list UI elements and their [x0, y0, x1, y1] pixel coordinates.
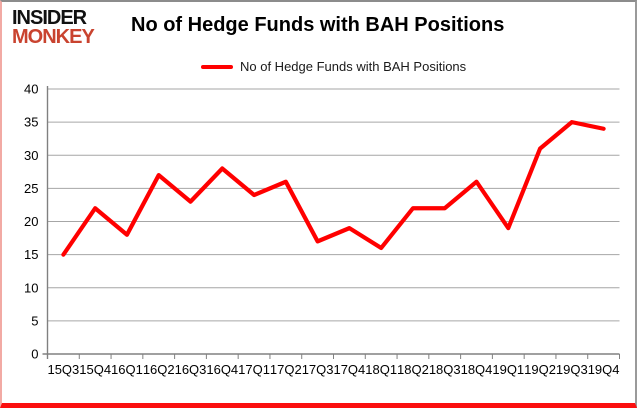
svg-text:30: 30: [24, 148, 38, 163]
svg-text:18Q1: 18Q1: [365, 362, 397, 377]
svg-text:15Q3: 15Q3: [47, 362, 79, 377]
svg-text:17Q2: 17Q2: [270, 362, 302, 377]
logo-line2: MONKEY: [12, 25, 95, 48]
svg-text:16Q2: 16Q2: [143, 362, 175, 377]
svg-text:25: 25: [24, 181, 38, 196]
svg-text:20: 20: [24, 214, 38, 229]
chart-title: No of Hedge Funds with BAH Positions: [131, 14, 505, 36]
svg-text:19Q1: 19Q1: [492, 362, 524, 377]
svg-text:18Q2: 18Q2: [397, 362, 429, 377]
svg-text:17Q1: 17Q1: [238, 362, 270, 377]
svg-text:16Q1: 16Q1: [111, 362, 143, 377]
svg-text:15Q4: 15Q4: [79, 362, 111, 377]
legend-line-swatch: [201, 64, 233, 69]
chart-legend: No of Hedge Funds with BAH Positions: [201, 59, 466, 74]
svg-text:0: 0: [31, 347, 38, 362]
svg-text:15: 15: [24, 247, 38, 262]
svg-text:19Q3: 19Q3: [556, 362, 588, 377]
svg-text:16Q4: 16Q4: [206, 362, 238, 377]
svg-text:17Q3: 17Q3: [302, 362, 334, 377]
svg-text:19Q2: 19Q2: [524, 362, 556, 377]
legend-label: No of Hedge Funds with BAH Positions: [240, 59, 467, 74]
svg-text:19Q4: 19Q4: [588, 362, 620, 377]
svg-text:18Q3: 18Q3: [429, 362, 461, 377]
svg-text:16Q3: 16Q3: [175, 362, 207, 377]
svg-text:35: 35: [24, 115, 38, 130]
logo-line1: INSIDER: [12, 7, 87, 29]
svg-text:5: 5: [31, 313, 38, 328]
svg-text:10: 10: [24, 280, 38, 295]
svg-text:17Q4: 17Q4: [333, 362, 365, 377]
insider-monkey-logo: INSIDER MONKEY: [12, 7, 95, 48]
svg-text:18Q4: 18Q4: [461, 362, 493, 377]
svg-text:40: 40: [24, 82, 38, 97]
